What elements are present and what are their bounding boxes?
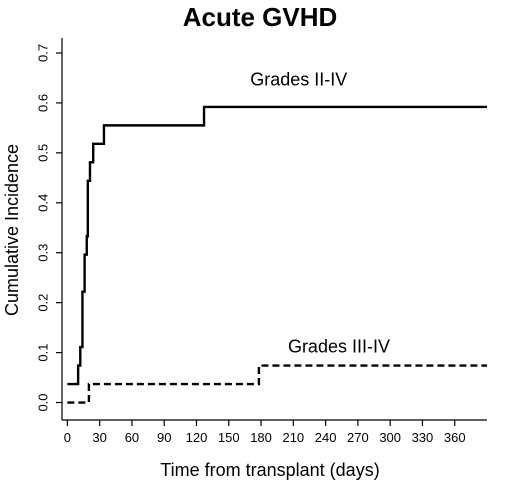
x-tick-label: 270 — [347, 430, 369, 445]
axes: 0.0 0.1 0.2 0.3 0.4 0.5 0.6 0.7 0 30 60 90 120 150 180… — [35, 38, 487, 445]
x-tick-label: 150 — [218, 430, 240, 445]
series-line-grades-ii-iv — [67, 105, 487, 386]
x-axis-label: Time from transplant (days) — [160, 460, 379, 480]
y-tick-label: 0.3 — [35, 244, 50, 262]
x-tick-label: 210 — [282, 430, 304, 445]
series-line-grades-iii-iv — [67, 364, 487, 404]
series-layer — [67, 105, 487, 404]
x-tick-label: 60 — [125, 430, 139, 445]
x-tick-label: 240 — [315, 430, 337, 445]
y-tick-label: 0.4 — [35, 194, 50, 212]
x-tick-label: 120 — [186, 430, 208, 445]
y-tick-label: 0.6 — [35, 94, 50, 112]
x-tick-label: 180 — [250, 430, 272, 445]
annotation-layer: Grades II-IV Grades III-IV — [250, 69, 390, 356]
y-tick-label: 0.5 — [35, 144, 50, 162]
x-tick-label: 360 — [444, 430, 466, 445]
x-tick-label: 330 — [412, 430, 434, 445]
series-annotation: Grades III-IV — [288, 337, 390, 357]
x-tick-label: 30 — [92, 430, 106, 445]
y-tick-label: 0.7 — [35, 44, 50, 62]
x-tick-label: 300 — [379, 430, 401, 445]
x-tick-label: 0 — [64, 430, 71, 445]
y-tick-label: 0.2 — [35, 294, 50, 312]
x-tick-label: 90 — [157, 430, 171, 445]
y-axis-label: Cumulative Incidence — [2, 144, 22, 316]
chart-title: Acute GVHD — [183, 2, 338, 32]
series-annotation: Grades II-IV — [250, 69, 347, 89]
y-tick-label: 0.0 — [35, 393, 50, 411]
y-tick-label: 0.1 — [35, 344, 50, 362]
